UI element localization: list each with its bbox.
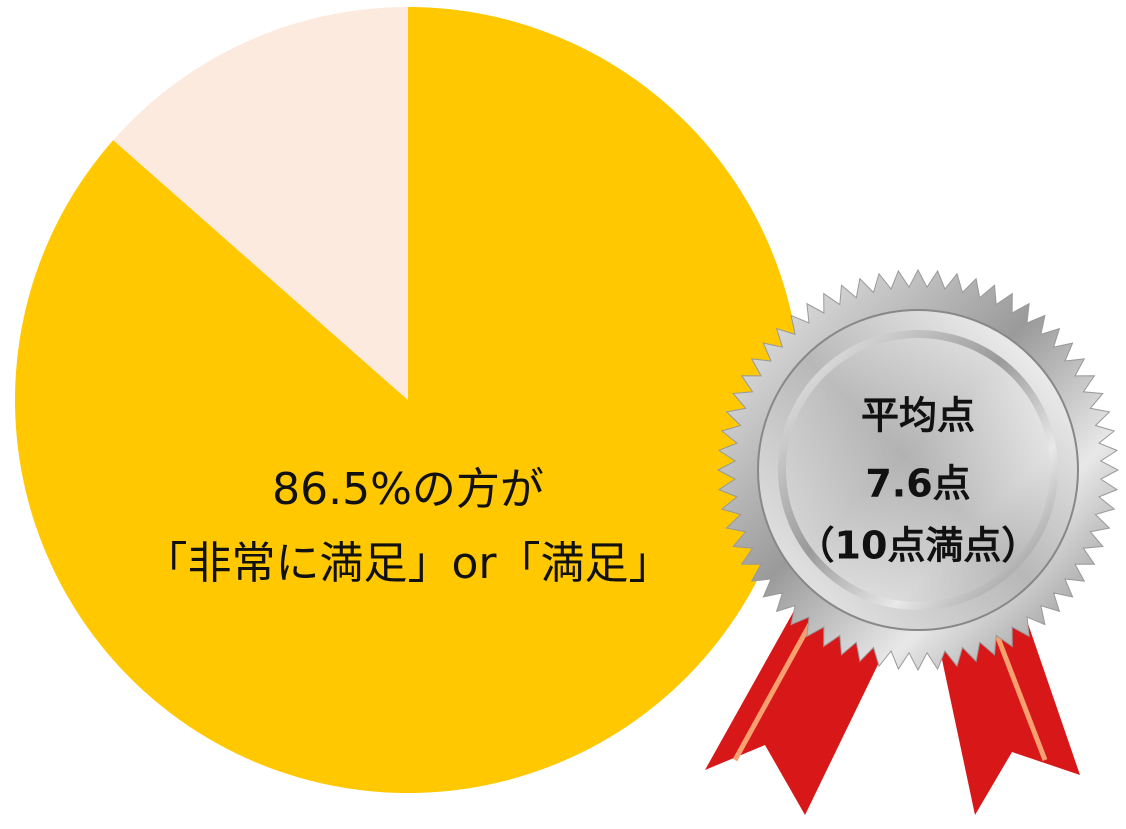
ribbon [705,600,885,815]
pie [14,7,802,793]
medal [705,268,1120,815]
annotation: 「非常に満足」or「満足」 [143,538,672,589]
medal-text: 7.6点 [865,462,970,506]
ribbon-stripe [992,629,1048,761]
ribbon-stripe [732,613,818,762]
annotation: 86.5%の方が [272,464,544,515]
medal-text: （10点満点） [797,524,1040,568]
ribbon [940,615,1080,815]
medal-text: 平均点 [861,394,975,438]
pie-slice [113,7,408,400]
medal-face [786,338,1050,602]
